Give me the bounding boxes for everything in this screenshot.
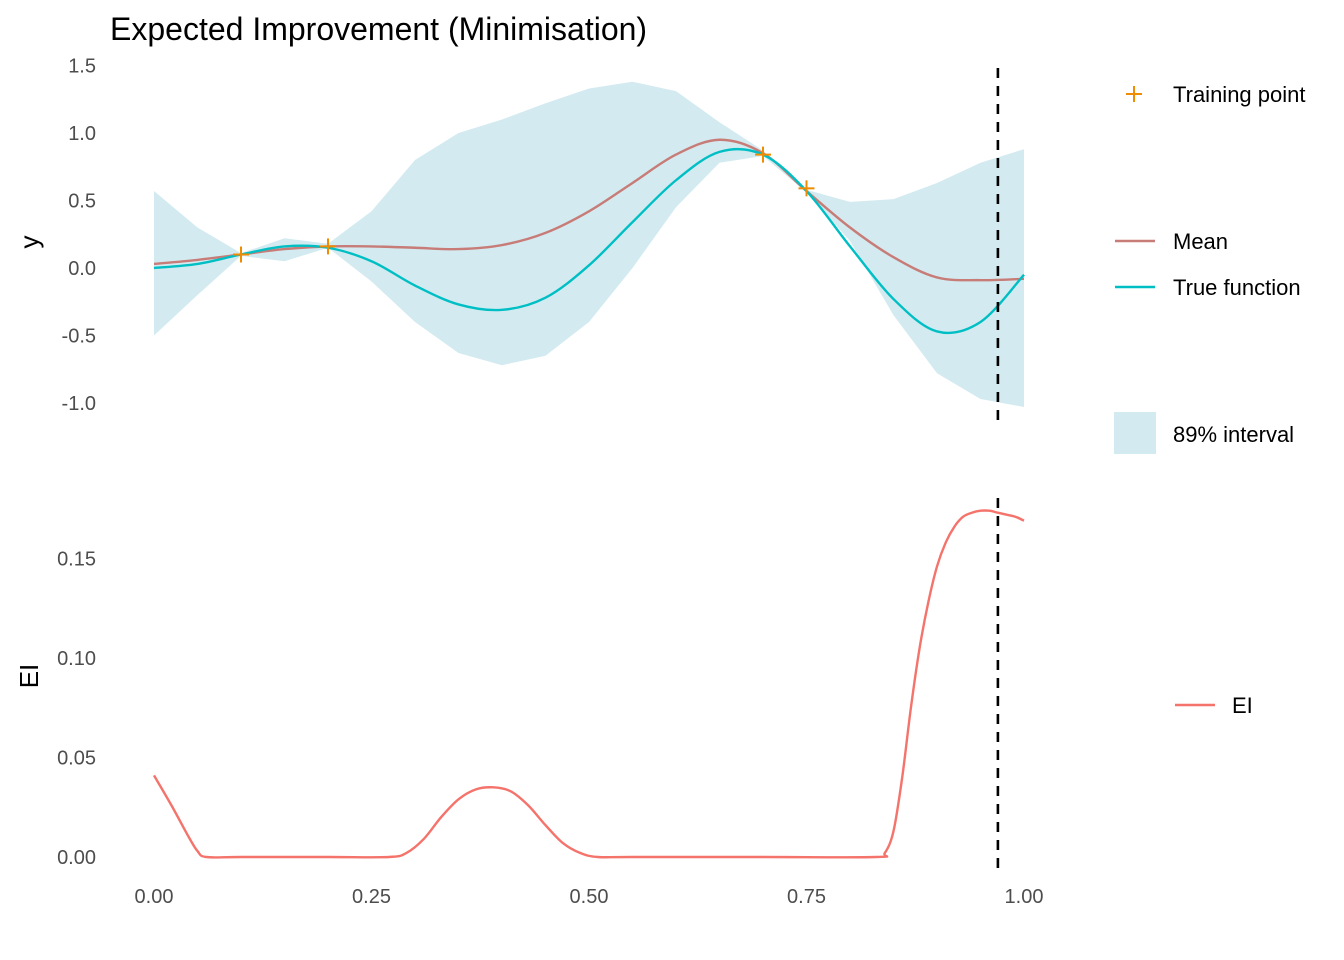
x-tick-label: 0.00: [135, 886, 174, 908]
bottom-panel: 0.00 0.05 0.10 0.15 0.00 0.25 0.50 0.75 1.00 EI: [14, 498, 1043, 908]
y-tick-label: 1.0: [68, 123, 96, 145]
legend-true-function-label: True function: [1173, 275, 1301, 300]
legend: Training point Mean True function 89% inter…: [1114, 82, 1305, 718]
y-tick-label: -1.0: [62, 393, 96, 415]
y-tick-label: 0.05: [57, 748, 96, 770]
x-tick-label: 0.50: [570, 886, 609, 908]
interval-band: [154, 81, 1024, 408]
y-tick-label: 0.0: [68, 258, 96, 280]
y-tick-label: -0.5: [62, 326, 96, 348]
y-axis-label: EI: [14, 664, 44, 689]
training-point-marker: [233, 246, 249, 263]
training-point-marker: [798, 180, 815, 197]
legend-ei-label: EI: [1232, 693, 1253, 718]
ei-line: [152, 509, 1025, 859]
x-tick-label: 0.25: [352, 886, 391, 908]
chart-title: Expected Improvement (Minimisation): [110, 11, 647, 47]
y-axis-label: y: [14, 236, 44, 249]
legend-interval-label: 89% interval: [1173, 422, 1294, 447]
y-tick-label: 0.15: [57, 549, 96, 571]
x-tick-label: 1.00: [1005, 886, 1044, 908]
legend-training-label: Training point: [1173, 82, 1305, 107]
legend-interval-key: [1114, 412, 1156, 454]
y-tick-label: 1.5: [68, 56, 96, 78]
legend-mean-label: Mean: [1173, 229, 1228, 254]
training-point-marker: [320, 238, 336, 255]
top-panel: -1.0 -0.5 0.0 0.5 1.0 1.5 y: [14, 56, 1025, 423]
y-tick-label: 0.00: [57, 847, 96, 869]
training-point-marker: [755, 146, 771, 163]
y-tick-label: 0.5: [68, 191, 96, 213]
x-tick-label: 0.75: [787, 886, 826, 908]
y-tick-label: 0.10: [57, 648, 96, 670]
mean-line: [153, 138, 1025, 282]
true-function-line: [153, 147, 1025, 335]
